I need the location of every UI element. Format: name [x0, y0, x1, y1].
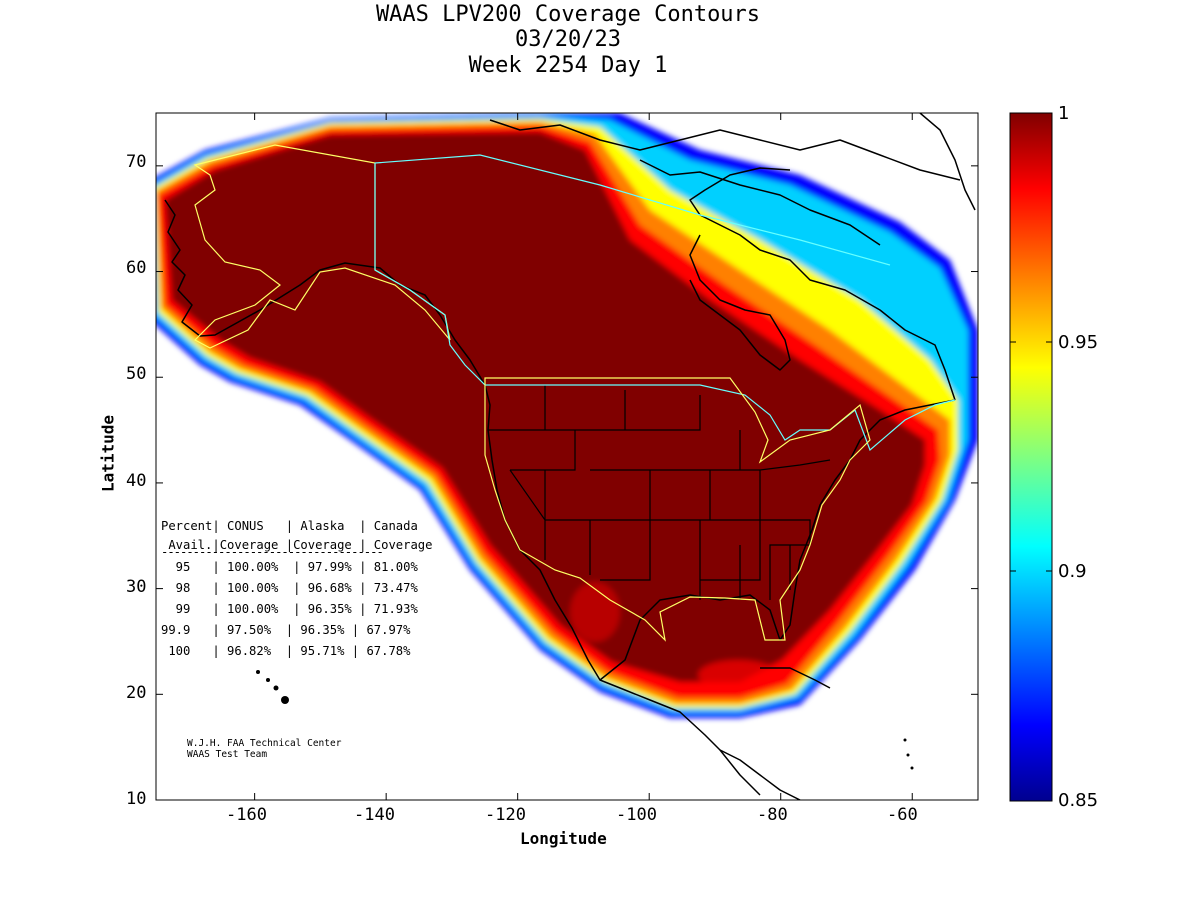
hawaii-island: [266, 678, 270, 682]
chart-title: WAAS LPV200 Coverage Contours: [375, 2, 761, 27]
colorbar-tick-label: 1: [1058, 103, 1070, 124]
coverage-table-header: Avail.|Coverage |Coverage | Coverage: [161, 538, 433, 552]
alaska-coast: [164, 199, 441, 337]
coverage-table-row: 100 | 96.82% | 95.71% | 67.78%: [161, 644, 411, 658]
hawaii-island: [273, 685, 279, 691]
y-tick-label: 40: [126, 471, 147, 491]
colorbar-tick-label: 0.95: [1058, 332, 1099, 353]
y-tick-label: 50: [126, 364, 147, 384]
caribbean-island: [903, 738, 907, 742]
credit-text: W.J.H. FAA Technical Center WAAS Test Tea…: [187, 738, 341, 760]
y-tick-label: 10: [126, 789, 147, 809]
colorbar: [1009, 112, 1053, 802]
x-tick-label: -120: [485, 805, 526, 825]
conus-boundary: [484, 377, 871, 642]
colorbar-ticks: [1010, 341, 1052, 572]
coverage-table-row: 95 | 100.00% | 97.99% | 81.00%: [161, 560, 418, 574]
caribbean-island: [910, 766, 914, 770]
x-tick-label: -140: [354, 805, 395, 825]
coverage-table-row: 98 | 100.00% | 96.68% | 73.47%: [161, 581, 418, 595]
credit-line: WAAS Test Team: [187, 749, 268, 760]
central-america: [719, 749, 801, 800]
plot-frame: [155, 112, 979, 801]
y-axis-label: Latitude: [98, 414, 118, 493]
colorbar-tick-label: 0.85: [1058, 790, 1099, 811]
hudson-bay: [689, 234, 791, 371]
colorbar-tick-label: 0.9: [1058, 561, 1087, 582]
coverage-table-header: Percent| CONUS | Alaska | Canada: [161, 519, 418, 533]
chart-date: 03/20/23: [515, 27, 621, 52]
greenland: [919, 113, 976, 211]
y-tick-label: 20: [126, 683, 147, 703]
hawaii-island: [256, 670, 260, 674]
coverage-table-row: 99 | 100.00% | 96.35% | 71.93%: [161, 602, 418, 616]
hawaii-islands: [256, 670, 914, 770]
x-tick-label: -160: [226, 805, 267, 825]
x-tick-label: -100: [616, 805, 657, 825]
cuba: [760, 667, 831, 689]
x-axis-label: Longitude: [520, 829, 607, 848]
region-boundaries: [193, 144, 956, 642]
contour-patch-red: [570, 582, 620, 642]
coverage-table-rule: -----------------------------------: [161, 545, 384, 559]
x-tick-label: -80: [757, 805, 788, 825]
coastlines: [164, 113, 976, 800]
y-tick-label: 60: [126, 258, 147, 278]
gulf-coast: [599, 399, 956, 681]
state-borders: [488, 385, 831, 600]
y-tick-label: 30: [126, 577, 147, 597]
contour-patch-red: [698, 660, 778, 690]
y-tick-label: 70: [126, 152, 147, 172]
coverage-table-row: 99.9 | 97.50% | 96.35% | 67.97%: [161, 623, 411, 637]
state-border-lines: [488, 385, 831, 600]
caribbean-island: [906, 753, 910, 757]
axis-ticks: [156, 113, 978, 801]
arctic-islands: [489, 119, 961, 181]
credit-line: W.J.H. FAA Technical Center: [187, 738, 342, 749]
pacific-coast: [439, 314, 761, 796]
canada-coast-east: [689, 167, 956, 401]
coverage-table: Percent| CONUS | Alaska | Canada Avail.|…: [161, 516, 433, 662]
hawaii-island: [281, 696, 289, 704]
coverage-contours: [156, 113, 978, 718]
chart-week: Week 2254 Day 1: [468, 53, 668, 78]
arctic-islands: [639, 159, 881, 246]
x-tick-label: -60: [887, 805, 918, 825]
